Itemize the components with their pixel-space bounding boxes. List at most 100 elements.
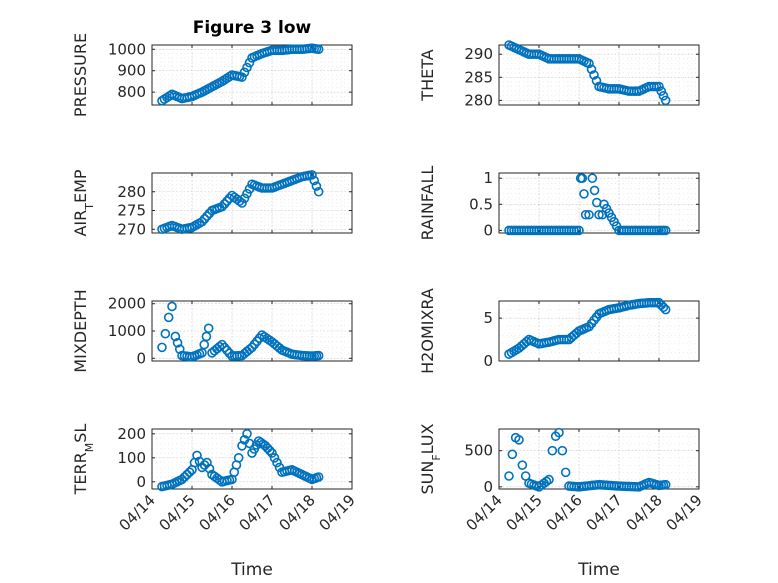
data-point (182, 469, 192, 480)
ytick-label: 0 (483, 221, 493, 239)
xtick-label: 04/15 (503, 491, 546, 534)
data-point (504, 471, 514, 481)
data-point (244, 57, 255, 68)
data-point (560, 467, 571, 478)
data-point (237, 198, 247, 208)
xtick-label: 04/18 (276, 491, 319, 534)
axes-frame (151, 44, 353, 106)
axes-frame (498, 44, 700, 106)
xtick-label: 04/15 (156, 491, 199, 534)
ytick-label: 280 (117, 183, 146, 201)
axes-background (498, 428, 700, 490)
xtick-label: 04/17 (583, 491, 626, 534)
data-point (239, 193, 250, 204)
data-point (557, 445, 568, 456)
data-point (179, 472, 190, 482)
ytick-label: 5 (483, 309, 493, 327)
ytick-label: 0 (483, 478, 493, 496)
data-point (591, 75, 602, 86)
ylabel: H2OMIXRA (418, 288, 437, 374)
data-point (580, 209, 591, 220)
axes-frame (151, 428, 353, 490)
data-point (541, 476, 552, 487)
ylabel: SUNFLUX (418, 423, 443, 494)
data-point (577, 173, 588, 184)
data-point (554, 427, 564, 438)
ytick-label: 280 (464, 91, 493, 109)
data-point (264, 445, 275, 456)
xtick-label: 04/16 (543, 491, 586, 534)
data-point (658, 302, 669, 313)
ytick-label: 270 (117, 220, 146, 238)
ytick-label: 500 (464, 442, 493, 460)
data-point (658, 90, 669, 101)
data-point (660, 304, 671, 315)
ytick-label: 290 (464, 45, 493, 63)
ytick-label: 800 (117, 83, 146, 101)
data-point (242, 62, 252, 73)
data-point (514, 435, 524, 445)
ytick-label: 0 (483, 352, 493, 370)
ylabel: MIXDEPTH (71, 289, 90, 372)
ytick-label: 100 (117, 449, 146, 467)
ytick-label: 200 (117, 425, 146, 443)
data-point (586, 64, 597, 75)
xtick-label: 04/18 (623, 491, 666, 534)
data-point (202, 457, 212, 468)
data-point (313, 44, 324, 55)
data-point (244, 344, 255, 355)
subplot-pressure: 800 900 1000 PRESSURE Figure 3 low (71, 18, 353, 117)
data-point (184, 467, 195, 478)
data-point (267, 448, 277, 458)
data-point (233, 452, 244, 463)
data-point (584, 209, 594, 220)
data-point (547, 445, 558, 456)
data-point (217, 201, 227, 212)
data-point (242, 188, 252, 199)
data-point (222, 345, 232, 356)
data-point (219, 199, 230, 209)
xlabel: Time (577, 560, 620, 580)
data-point (202, 211, 212, 221)
data-point (242, 428, 252, 439)
data-point (574, 225, 584, 236)
data-point (237, 72, 247, 82)
data-point (313, 186, 324, 197)
data-point (217, 339, 227, 350)
subplot-rainfall: 0 0.5 1 RAINFALL (418, 166, 700, 240)
data-point (660, 95, 671, 106)
xtick-label: 04/19 (663, 491, 706, 534)
data-point (167, 301, 177, 312)
ytick-label: 285 (464, 68, 493, 86)
data-point (177, 474, 187, 485)
axes-frame (498, 300, 700, 362)
ytick-label: 0 (136, 349, 146, 367)
data-point (163, 312, 174, 323)
ytick-label: 1 (483, 169, 493, 187)
ytick-label: 0.5 (469, 195, 493, 213)
data-point (203, 323, 214, 334)
ytick-label: 900 (117, 62, 146, 80)
subplot-theta: 280 285 290 THETA (418, 40, 700, 109)
data-point (239, 67, 250, 78)
data-point (269, 452, 280, 463)
data-point (170, 331, 181, 342)
chart-title: Figure 3 low (193, 18, 312, 38)
data-point (544, 474, 554, 485)
ylabel: THETA (418, 49, 437, 101)
xtick-label: 04/17 (236, 491, 279, 534)
xtick-label: 04/16 (196, 491, 239, 534)
ytick-label: 0 (136, 473, 146, 491)
data-point (274, 343, 285, 353)
xlabel: Time (230, 560, 273, 580)
xtick-label: 04/14 (116, 491, 159, 534)
data-point (204, 463, 215, 474)
data-point (589, 70, 599, 80)
data-point (313, 350, 324, 361)
ylabel: AIRTEMP (71, 169, 96, 236)
data-point (160, 328, 171, 339)
xtick-label: 04/19 (316, 491, 359, 534)
data-point (174, 344, 185, 354)
data-point (654, 81, 664, 92)
